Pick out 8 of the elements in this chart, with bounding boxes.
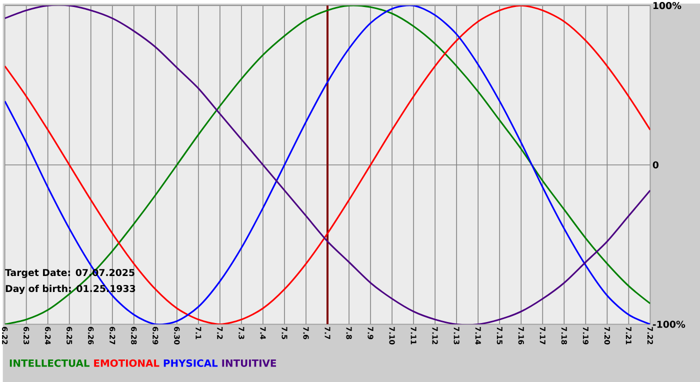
text: INTELLECTUAL [10,359,90,367]
y-tick-label: 0 [652,161,659,168]
text: EMOTIONAL [94,359,160,367]
y-tick-label: 100% [653,2,682,10]
y-tick-label: -100% [652,320,686,328]
line-series [4,6,650,324]
text: INTUITIVE [222,359,276,367]
text: PHYSICAL [164,359,218,367]
